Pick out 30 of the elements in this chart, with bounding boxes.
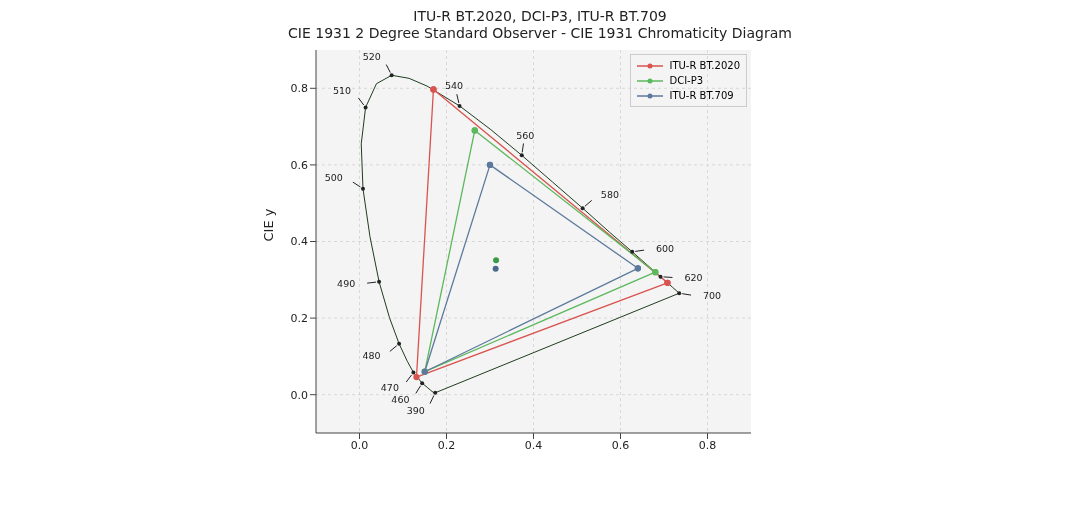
- annotation: 500: [324, 171, 343, 183]
- x-tick-label: 0.8: [698, 438, 717, 452]
- annotation: 510: [333, 85, 352, 97]
- annotation: 390: [406, 404, 425, 416]
- annotation: 580: [600, 189, 620, 201]
- chart-subtitle: CIE 1931 2 Degree Standard Observer - CIE 1931 Chromaticity Diagram: [287, 25, 793, 42]
- x-tick-label: 0.4: [524, 438, 543, 452]
- annotation: 520: [362, 51, 381, 63]
- annotation: 700: [702, 290, 722, 302]
- y-tick-label: 0.4: [290, 235, 308, 249]
- annotation: 600: [656, 242, 675, 254]
- y-tick-label: 0.6: [290, 158, 308, 172]
- annotation: 540: [444, 80, 464, 92]
- x-tick-label: 0.6: [611, 438, 630, 452]
- legend-label: ITU-R BT.2020: [669, 59, 740, 73]
- y-tick-label: 0.8: [290, 82, 308, 96]
- legend-label: ITU-R BT.709: [669, 89, 734, 103]
- y-tick-label: 0.0: [290, 388, 308, 402]
- annotation: 480: [362, 350, 381, 362]
- chart-title: ITU-R BT.2020, DCI-P3, ITU-R BT.709: [412, 8, 668, 25]
- legend-label: DCI-P3: [669, 74, 704, 88]
- annotation: 460: [391, 394, 410, 406]
- annotation: 470: [380, 382, 399, 394]
- x-tick-label: 0.0: [350, 438, 369, 452]
- x-tick-label: 0.2: [437, 438, 456, 452]
- y-axis-title: CIE y: [260, 208, 276, 242]
- annotation: 490: [337, 278, 356, 290]
- annotation: 620: [684, 271, 703, 283]
- annotation: 560: [516, 129, 535, 141]
- y-tick-label: 0.2: [290, 312, 308, 326]
